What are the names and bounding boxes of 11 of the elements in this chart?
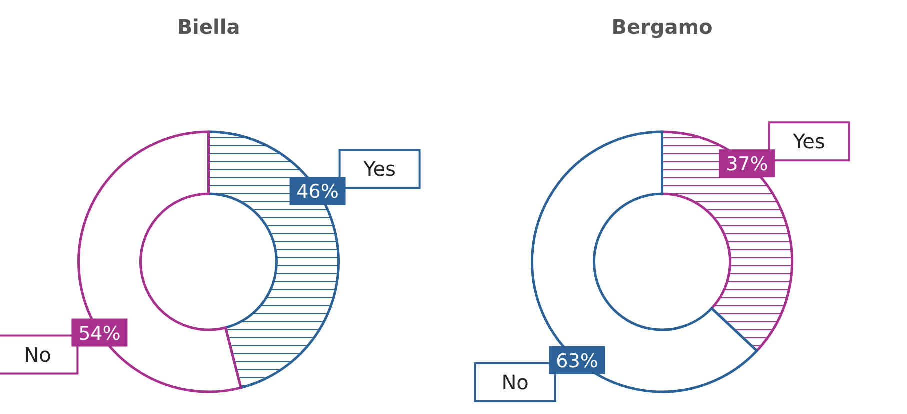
slice-label: Yes [362, 157, 396, 182]
chart-title: Bergamo [612, 15, 713, 39]
data-label: 63% [556, 350, 598, 372]
chart-title: Biella [177, 15, 240, 39]
slice-label: No [24, 342, 52, 367]
slice-label: No [502, 370, 529, 394]
slice-label: Yes [792, 130, 826, 154]
donut-slice [661, 130, 794, 352]
data-label: 37% [726, 154, 768, 176]
data-label: 46% [296, 181, 339, 204]
data-label: 54% [78, 322, 121, 345]
